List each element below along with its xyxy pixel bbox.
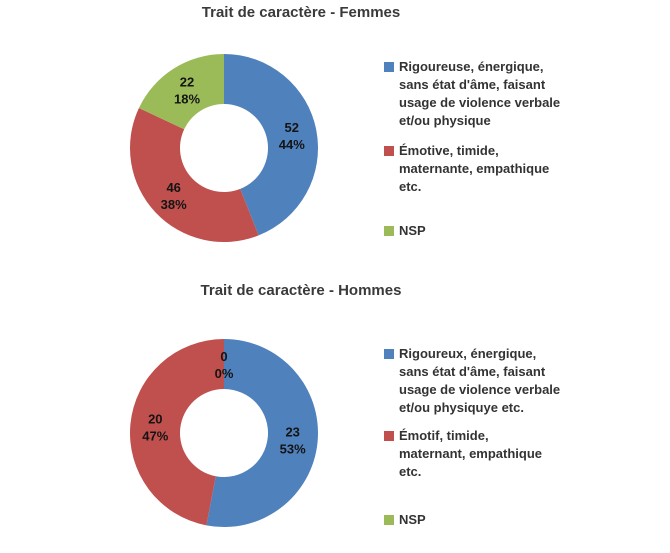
legend-line: Émotive, timide, (399, 143, 499, 158)
legend-line: maternante, empathique (399, 161, 550, 176)
legend-line: et/ou physique (399, 113, 491, 128)
donut-slice (206, 339, 318, 527)
legend-line: NSP (399, 512, 426, 527)
legend-item-nsp: NSP (384, 222, 576, 240)
legend-item-rigoureux: Rigoureux, énergique, sans état d'âme, f… (384, 345, 576, 417)
donut-slice (224, 54, 318, 236)
legend-line: usage de violence verbale (399, 382, 561, 397)
legend-label: Rigoureuse, énergique, sans état d'âme, … (399, 58, 560, 130)
legend-line: Rigoureux, énergique, (399, 346, 537, 361)
legend-swatch-blue (384, 349, 394, 359)
legend-line: maternant, empathique (399, 446, 543, 461)
legend-item-emotive: Émotive, timide, maternante, empathique … (384, 142, 576, 196)
legend-line: NSP (399, 223, 426, 238)
legend-swatch-green (384, 226, 394, 236)
legend-swatch-red (384, 146, 394, 156)
donut-chart-femmes: 52 44% 46 38% 22 18% (130, 54, 318, 242)
legend-line: etc. (399, 179, 422, 194)
legend-femmes: Rigoureuse, énergique, sans état d'âme, … (384, 58, 576, 240)
legend-label: NSP (399, 222, 426, 240)
legend-line: Rigoureuse, énergique, (399, 59, 544, 74)
slice-data-label: 46 38% (161, 180, 187, 212)
legend-label: Rigoureux, énergique, sans état d'âme, f… (399, 345, 560, 417)
donut-slice (138, 54, 224, 130)
chart1-title: Trait de caractère - Femmes (201, 4, 401, 21)
legend-item-nsp: NSP (384, 511, 576, 529)
legend-label: Émotive, timide, maternante, empathique … (399, 142, 549, 196)
slice-data-label: 23 53% (280, 424, 306, 456)
legend-label: Émotif, timide, maternant, empathique et… (399, 427, 542, 481)
slice-data-label: 52 44% (279, 120, 305, 152)
donut-chart-hommes: 23 53% 20 47% 0 0% (129, 339, 318, 527)
chart2-title: Trait de caractère - Hommes (200, 282, 402, 299)
donut-slice (130, 107, 259, 242)
legend-line: et/ou physiquye etc. (399, 400, 524, 415)
legend-item-emotif: Émotif, timide, maternant, empathique et… (384, 427, 576, 481)
legend-line: sans état d'âme, faisant (399, 364, 546, 379)
legend-item-rigoureuse: Rigoureuse, énergique, sans état d'âme, … (384, 58, 576, 130)
slice-data-label: 0 0% (215, 349, 234, 381)
slice-data-label: 22 18% (174, 75, 200, 107)
legend-line: Émotif, timide, (399, 428, 489, 443)
legend-line: sans état d'âme, faisant (399, 77, 546, 92)
legend-label: NSP (399, 511, 426, 529)
donut-slice (129, 339, 224, 526)
legend-swatch-red (384, 431, 394, 441)
legend-line: usage de violence verbale (399, 95, 561, 110)
legend-hommes: Rigoureux, énergique, sans état d'âme, f… (384, 345, 576, 529)
legend-swatch-blue (384, 62, 394, 72)
legend-line: etc. (399, 464, 422, 479)
legend-swatch-green (384, 515, 394, 525)
slice-data-label: 20 47% (142, 412, 168, 444)
